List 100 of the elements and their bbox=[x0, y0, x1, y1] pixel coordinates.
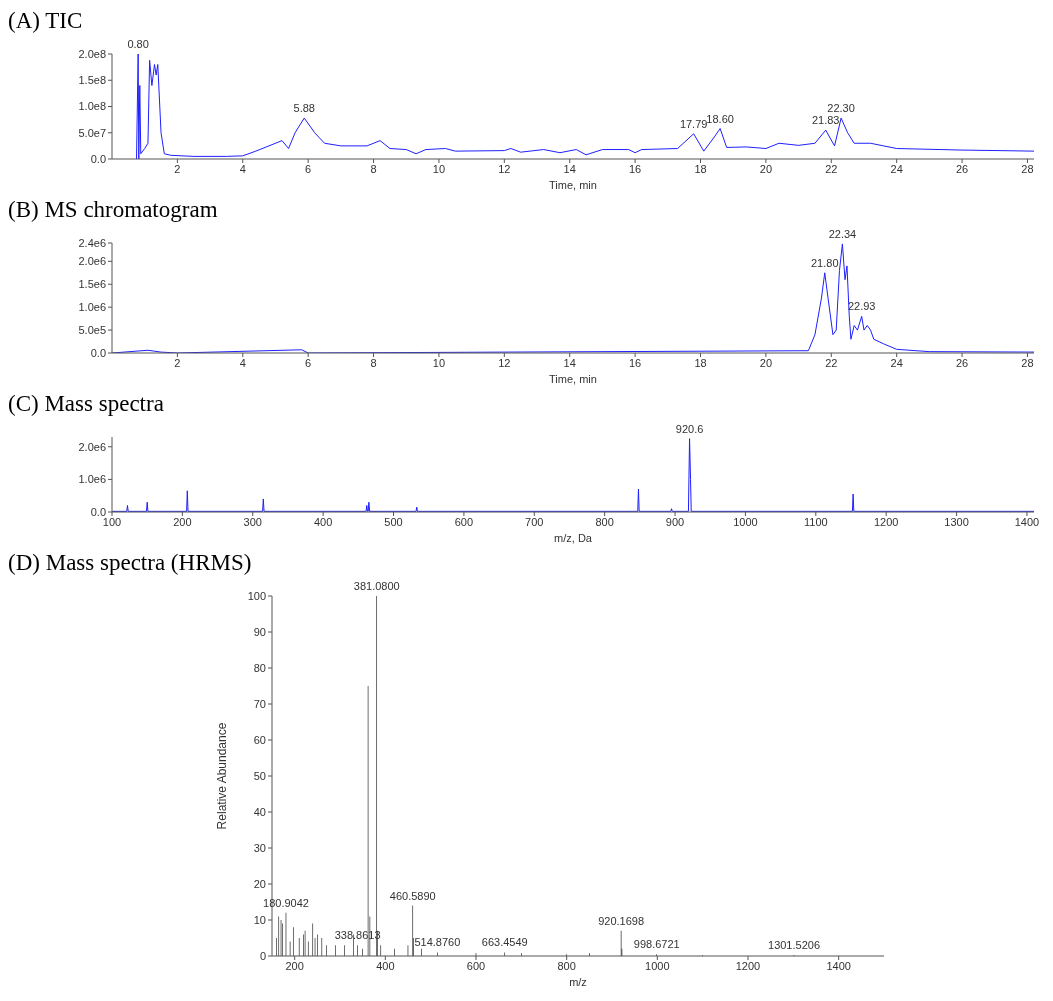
x-tick-label: 200 bbox=[173, 515, 192, 528]
y-tick-label: 30 bbox=[253, 841, 266, 854]
x-tick-label: 22 bbox=[825, 162, 838, 175]
y-tick-label: 1.0e6 bbox=[78, 473, 106, 486]
x-tick-label: 14 bbox=[563, 162, 576, 175]
x-tick-label: 18 bbox=[694, 162, 707, 175]
annotation: 920.6 bbox=[675, 422, 704, 435]
y-tick-label: 5.0e5 bbox=[78, 323, 106, 336]
x-tick-label: 800 bbox=[557, 959, 576, 972]
x-tick-label: 26 bbox=[955, 162, 969, 175]
annotation: 514.8760 bbox=[414, 936, 461, 949]
y-tick-label: 2.4e6 bbox=[78, 236, 106, 249]
y-tick-label: 50 bbox=[253, 769, 266, 782]
x-tick-label: 1300 bbox=[944, 515, 969, 528]
annotation: 5.88 bbox=[293, 102, 315, 115]
y-tick-label: 100 bbox=[247, 589, 266, 602]
x-tick-label: 10 bbox=[432, 162, 446, 175]
y-tick-label: 20 bbox=[253, 877, 266, 890]
y-tick-label: 2.0e8 bbox=[78, 47, 106, 60]
x-tick-label: 18 bbox=[694, 356, 707, 369]
x-tick-label: 8 bbox=[370, 162, 377, 175]
annotation: 21.83 bbox=[811, 114, 840, 127]
x-tick-label: 900 bbox=[665, 515, 685, 528]
x-tick-label: 2 bbox=[174, 162, 181, 175]
x-tick-label: 500 bbox=[384, 515, 403, 528]
y-tick-label: 1.5e6 bbox=[78, 278, 106, 291]
x-tick-label: 20 bbox=[759, 162, 773, 175]
x-tick-label: 6 bbox=[305, 356, 312, 369]
annotation: 998.6721 bbox=[633, 938, 680, 951]
x-axis-title: m/z bbox=[568, 976, 588, 988]
chart-title: (B) MS chromatogram bbox=[8, 197, 219, 223]
x-tick-label: 200 bbox=[285, 959, 304, 972]
x-tick-label: 4 bbox=[239, 356, 246, 369]
x-axis-title: m/z, Da bbox=[553, 532, 593, 544]
y-tick-label: 60 bbox=[253, 733, 266, 746]
x-tick-label: 2 bbox=[174, 356, 181, 369]
x-tick-label: 16 bbox=[629, 356, 642, 369]
x-tick-label: 8 bbox=[370, 356, 377, 369]
x-tick-label: 10 bbox=[432, 356, 446, 369]
x-tick-label: 12 bbox=[498, 162, 511, 175]
x-tick-label: 26 bbox=[955, 356, 969, 369]
y-tick-label: 70 bbox=[253, 697, 266, 710]
y-tick-label: 40 bbox=[253, 805, 266, 818]
y-tick-label: 0.0 bbox=[90, 346, 106, 359]
x-tick-label: 20 bbox=[759, 356, 773, 369]
chart-title: (C) Mass spectra bbox=[8, 391, 165, 417]
x-tick-label: 1400 bbox=[826, 959, 851, 972]
x-tick-label: 1000 bbox=[645, 959, 670, 972]
y-tick-label: 10 bbox=[253, 913, 266, 926]
y-tick-label: 1.0e6 bbox=[78, 301, 106, 314]
chart-title: (A) TIC bbox=[8, 8, 84, 34]
annotation: 17.79 bbox=[679, 117, 708, 130]
y-tick-label: 0.0 bbox=[90, 152, 106, 165]
annotation: 0.80 bbox=[127, 38, 149, 50]
x-axis-title: Time, min bbox=[548, 373, 598, 385]
annotation: 460.5890 bbox=[389, 889, 436, 902]
y-tick-label: 0.0 bbox=[90, 505, 106, 518]
x-tick-label: 6 bbox=[305, 162, 312, 175]
x-tick-label: 24 bbox=[890, 162, 903, 175]
x-tick-label: 24 bbox=[890, 356, 903, 369]
x-tick-label: 700 bbox=[525, 515, 544, 528]
x-tick-label: 28 bbox=[1021, 162, 1034, 175]
x-tick-label: 600 bbox=[466, 959, 486, 972]
x-tick-label: 28 bbox=[1021, 356, 1034, 369]
x-tick-label: 100 bbox=[102, 515, 122, 528]
annotation: 22.34 bbox=[828, 227, 857, 240]
annotation: 180.9042 bbox=[263, 896, 309, 909]
x-tick-label: 1100 bbox=[803, 515, 828, 528]
y-tick-label: 5.0e7 bbox=[78, 126, 106, 139]
x-tick-label: 14 bbox=[563, 356, 576, 369]
y-tick-label: 0 bbox=[259, 949, 266, 962]
x-tick-label: 1200 bbox=[873, 515, 899, 528]
y-tick-label: 80 bbox=[253, 661, 266, 674]
y-axis-title: Relative Abundance bbox=[215, 722, 230, 830]
x-tick-label: 1200 bbox=[735, 959, 761, 972]
x-tick-label: 1400 bbox=[1014, 515, 1040, 528]
x-tick-label: 12 bbox=[498, 356, 511, 369]
annotation: 22.30 bbox=[827, 102, 855, 115]
y-tick-label: 2.0e6 bbox=[78, 255, 106, 268]
y-tick-label: 1.5e8 bbox=[78, 74, 106, 87]
x-tick-label: 4 bbox=[239, 162, 246, 175]
y-tick-label: 90 bbox=[253, 625, 266, 638]
x-tick-label: 1000 bbox=[733, 515, 758, 528]
x-tick-label: 600 bbox=[454, 515, 474, 528]
x-tick-label: 800 bbox=[595, 515, 614, 528]
chart-title: (D) Mass spectra (HRMS) bbox=[8, 550, 253, 576]
x-tick-label: 400 bbox=[376, 959, 395, 972]
annotation: 663.4549 bbox=[481, 936, 528, 949]
x-tick-label: 300 bbox=[243, 515, 262, 528]
y-tick-label: 1.0e8 bbox=[78, 100, 106, 113]
annotation: 920.1698 bbox=[598, 914, 645, 927]
y-tick-label: 2.0e6 bbox=[78, 440, 106, 453]
x-tick-label: 16 bbox=[629, 162, 642, 175]
annotation: 1301.5206 bbox=[768, 938, 821, 951]
annotation: 21.80 bbox=[810, 256, 839, 269]
annotation: 381.0800 bbox=[353, 580, 400, 592]
annotation: 18.60 bbox=[706, 112, 734, 125]
x-tick-label: 22 bbox=[825, 356, 838, 369]
x-axis-title: Time, min bbox=[548, 179, 598, 191]
x-tick-label: 400 bbox=[313, 515, 333, 528]
